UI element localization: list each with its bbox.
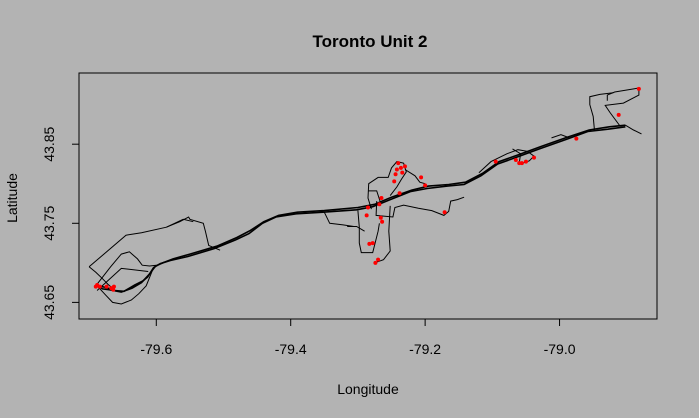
- route-path-4: [96, 267, 149, 291]
- stop-point-35: [616, 112, 621, 117]
- route-path-0: [96, 126, 626, 293]
- stop-point-7: [364, 213, 369, 218]
- stop-point-5: [111, 287, 116, 292]
- route-path-9: [374, 205, 391, 264]
- route-path-14: [368, 190, 382, 204]
- route-path-5: [88, 266, 113, 289]
- stop-point-28: [493, 159, 498, 164]
- route-path-21: [512, 148, 522, 164]
- stop-point-31: [519, 161, 524, 166]
- stop-point-17: [392, 179, 397, 184]
- stop-point-21: [398, 165, 403, 170]
- route-path-13: [375, 196, 465, 218]
- x-tick-label: -79.6: [140, 341, 172, 357]
- stop-point-22: [400, 170, 405, 175]
- y-tick-label: 43.85: [41, 126, 57, 161]
- route-path-19: [589, 92, 614, 131]
- route-path-1: [96, 124, 626, 293]
- stop-point-3: [104, 284, 109, 289]
- y-tick-label: 43.65: [41, 285, 57, 320]
- x-tick-label: -79.4: [275, 341, 307, 357]
- stop-point-24: [397, 191, 402, 196]
- stop-point-16: [379, 195, 384, 200]
- x-axis: -79.6 -79.4 -79.2 -79.0: [140, 318, 576, 357]
- stop-point-18: [393, 172, 398, 177]
- route-path-16: [478, 149, 535, 174]
- stop-point-23: [402, 164, 407, 169]
- route-path-18: [604, 87, 640, 127]
- route-path-7: [166, 218, 194, 228]
- chart-title: Toronto Unit 2: [313, 32, 428, 51]
- route-path-20: [625, 124, 642, 135]
- route-path-15: [404, 169, 426, 185]
- stop-point-8: [366, 205, 370, 210]
- route-path-12: [367, 161, 407, 210]
- route-path-2: [96, 269, 154, 305]
- stop-point-6: [111, 284, 116, 289]
- x-axis-label: Longitude: [337, 381, 399, 397]
- y-axis: 43.65 43.75 43.85: [41, 126, 80, 320]
- stop-point-2: [97, 284, 102, 289]
- route-path-10: [347, 226, 365, 232]
- stop-point-33: [532, 155, 537, 160]
- stop-points: [93, 86, 641, 292]
- stop-point-10: [370, 241, 375, 246]
- stop-point-12: [376, 257, 381, 262]
- stop-point-27: [442, 210, 447, 215]
- route-path-8: [357, 210, 380, 254]
- stop-point-36: [636, 86, 641, 91]
- stop-point-29: [513, 158, 518, 163]
- stop-point-26: [423, 183, 428, 188]
- stop-point-11: [373, 260, 378, 265]
- y-tick-label: 43.75: [41, 206, 57, 241]
- route-paths: [88, 87, 642, 305]
- stop-point-19: [394, 167, 399, 172]
- stop-point-34: [574, 136, 579, 141]
- stop-point-20: [396, 161, 401, 166]
- stop-point-9: [367, 241, 372, 246]
- stop-point-15: [377, 202, 382, 207]
- route-path-11: [323, 211, 354, 227]
- stop-point-32: [523, 159, 528, 164]
- route-path-6: [88, 216, 221, 268]
- x-tick-label: -79.0: [544, 341, 576, 357]
- stop-point-13: [378, 215, 383, 220]
- stop-point-25: [419, 175, 424, 180]
- y-axis-label: Latitude: [4, 173, 20, 223]
- route-path-3: [95, 251, 157, 287]
- route-path-17: [551, 134, 570, 139]
- stop-point-14: [380, 219, 385, 224]
- x-tick-label: -79.2: [409, 341, 441, 357]
